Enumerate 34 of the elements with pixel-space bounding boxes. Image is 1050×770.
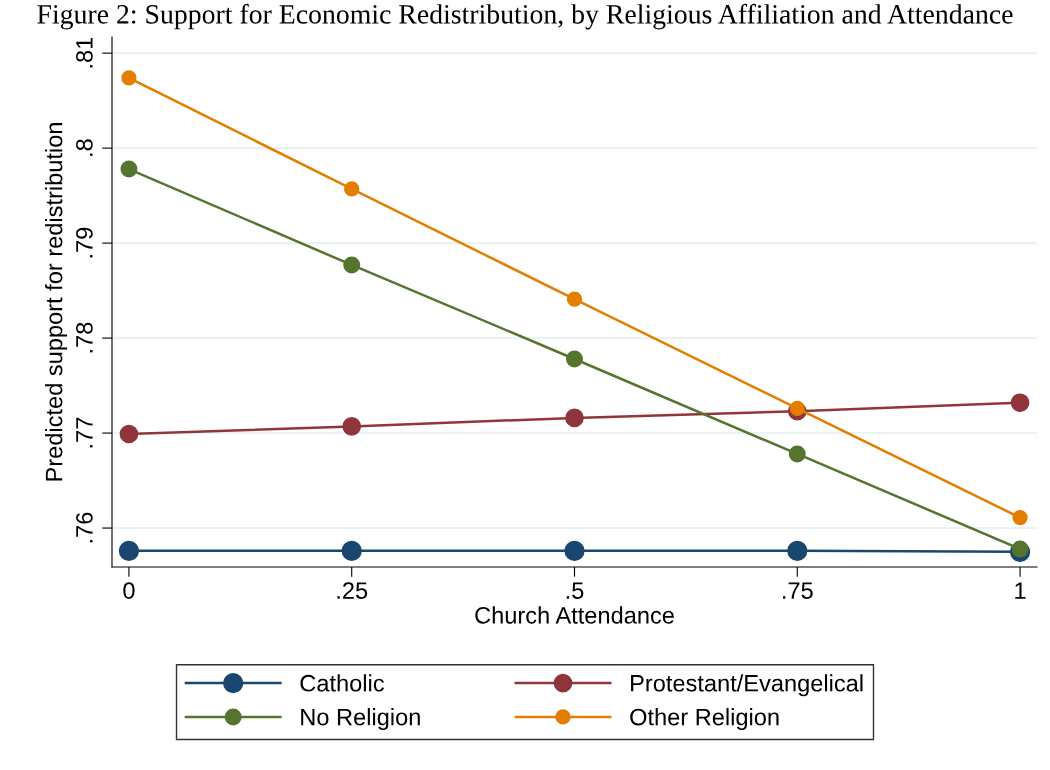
x-tick-label: .25 <box>337 582 368 599</box>
x-tick-label: .75 <box>783 582 813 599</box>
point <box>118 540 140 561</box>
y-tick-label: .81 <box>76 37 93 68</box>
legend-label: Other Religion <box>630 708 779 731</box>
point <box>788 445 806 463</box>
point <box>344 181 360 197</box>
legend-label: No Religion <box>301 708 420 731</box>
point <box>1010 393 1030 412</box>
y-axis-title: Predicted support for redistribution <box>45 123 68 481</box>
y-tick-label: .76 <box>76 512 93 543</box>
y-tick-label: .79 <box>76 227 93 258</box>
y-tick-label: .8 <box>76 139 93 156</box>
x-tick-label: 1 <box>1015 582 1026 599</box>
point <box>787 540 808 561</box>
chart-title: Figure 2: Support for Economic Redistribution, by Religious Affiliation and Attendance <box>37 3 1013 30</box>
x-tick-label: 0 <box>123 582 135 599</box>
point <box>343 256 361 274</box>
point <box>566 291 583 307</box>
point <box>121 70 137 86</box>
point <box>1012 509 1028 526</box>
point <box>565 408 584 428</box>
point <box>342 417 362 436</box>
legend-label: Catholic <box>300 674 384 692</box>
point <box>120 160 138 178</box>
point <box>119 424 139 444</box>
point <box>564 540 585 561</box>
point <box>341 540 362 561</box>
point <box>566 350 583 368</box>
x-tick-label: .5 <box>566 582 584 599</box>
legend-label: Protestant/Evangelical <box>631 674 863 697</box>
y-tick-label: .77 <box>76 417 93 448</box>
x-axis-title: Church Attendance <box>475 606 674 624</box>
y-tick-label: .78 <box>76 322 93 353</box>
